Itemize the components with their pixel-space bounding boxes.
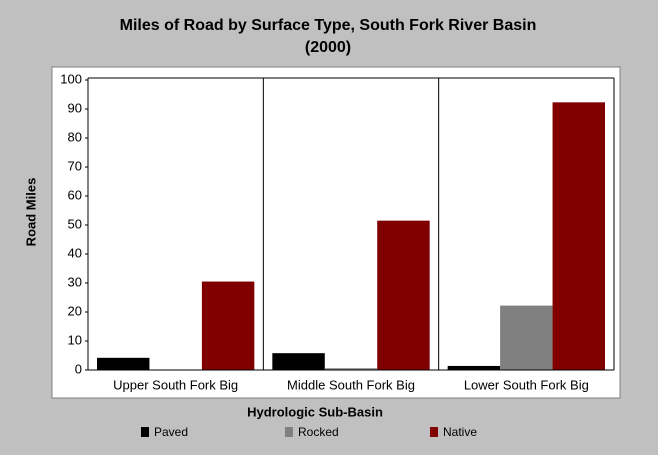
legend-swatch [430, 427, 438, 437]
bar [97, 357, 150, 370]
x-axis-title: Hydrologic Sub-Basin [247, 404, 383, 419]
legend-label: Paved [154, 425, 188, 439]
x-tick-label: Upper South Fork Big [113, 377, 238, 392]
legend-label: Native [443, 425, 477, 439]
bar [201, 281, 255, 370]
bar [324, 368, 378, 370]
x-tick-label: Lower South Fork Big [464, 377, 589, 392]
y-tick-label: 70 [68, 158, 82, 173]
y-tick-label: 90 [68, 100, 82, 115]
y-tick-label: 80 [68, 129, 82, 144]
y-tick-label: 60 [68, 187, 82, 202]
x-tick-label: Middle South Fork Big [287, 377, 415, 392]
legend-swatch [141, 427, 149, 437]
bar [447, 365, 501, 370]
y-tick-label: 30 [68, 274, 82, 289]
y-tick-label: 100 [60, 71, 82, 86]
y-tick-label: 40 [68, 245, 82, 260]
chart-title: Miles of Road by Surface Type, South For… [120, 17, 537, 34]
legend-swatch [285, 427, 293, 437]
legend-label: Rocked [298, 425, 339, 439]
y-tick-label: 10 [68, 332, 82, 347]
bar [552, 102, 605, 370]
chart-subtitle: (2000) [305, 39, 351, 56]
y-tick-label: 20 [68, 303, 82, 318]
bar [272, 353, 325, 370]
bar [500, 305, 553, 370]
y-tick-label: 50 [68, 216, 82, 231]
y-tick-label: 0 [75, 361, 82, 376]
y-axis-title: Road Miles [23, 178, 38, 247]
bar [377, 220, 430, 370]
